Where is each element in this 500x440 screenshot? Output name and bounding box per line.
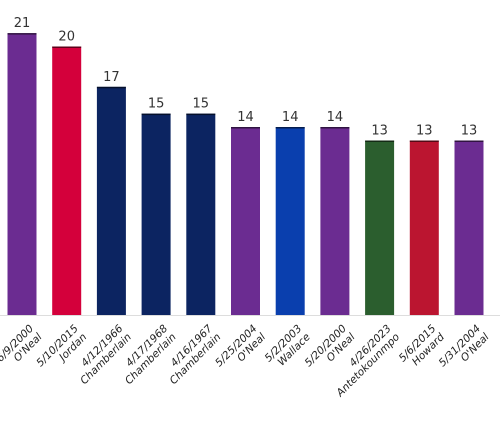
bar-top-edge: [96, 86, 126, 89]
value-label: 13: [371, 124, 388, 139]
bar-6: [275, 127, 305, 315]
bar-top-edge: [320, 127, 350, 129]
bar-7: [320, 127, 350, 315]
bar-9: [409, 140, 439, 315]
value-label: 15: [148, 97, 165, 112]
bar-8: [365, 140, 395, 315]
value-label: 17: [103, 70, 120, 85]
bar-2: [96, 86, 126, 315]
value-label: 20: [58, 30, 75, 45]
value-labels-group: 21 20 17 15 15 14 14 14 13 13 13: [14, 16, 478, 138]
bar-top-edge: [409, 140, 439, 142]
bar-top-edge: [186, 113, 216, 116]
value-label: 13: [416, 124, 433, 139]
bar-top-edge: [231, 127, 260, 129]
bar-4: [186, 113, 216, 315]
bar-top-edge: [365, 140, 395, 142]
bar-10: [454, 140, 484, 315]
value-label: 15: [193, 97, 210, 112]
bar-0: [7, 33, 37, 315]
value-label: 21: [14, 16, 31, 31]
bar-1: [52, 46, 82, 315]
bar-top-edge: [141, 113, 171, 116]
bar-5: [231, 127, 260, 315]
value-label: 14: [237, 110, 254, 125]
bar-3: [141, 113, 171, 315]
bar-top-edge: [52, 46, 82, 48]
category-labels-group: 6/9/2000O'Neal5/10/2015Jordan4/12/1966Ch…: [0, 322, 492, 399]
bars-group: [7, 33, 484, 315]
bar-top-edge: [275, 127, 305, 129]
bar-top-edge: [7, 33, 37, 35]
bar-top-edge: [454, 140, 484, 142]
value-label: 14: [282, 110, 299, 125]
value-label: 14: [327, 110, 344, 125]
value-label: 13: [461, 124, 478, 139]
